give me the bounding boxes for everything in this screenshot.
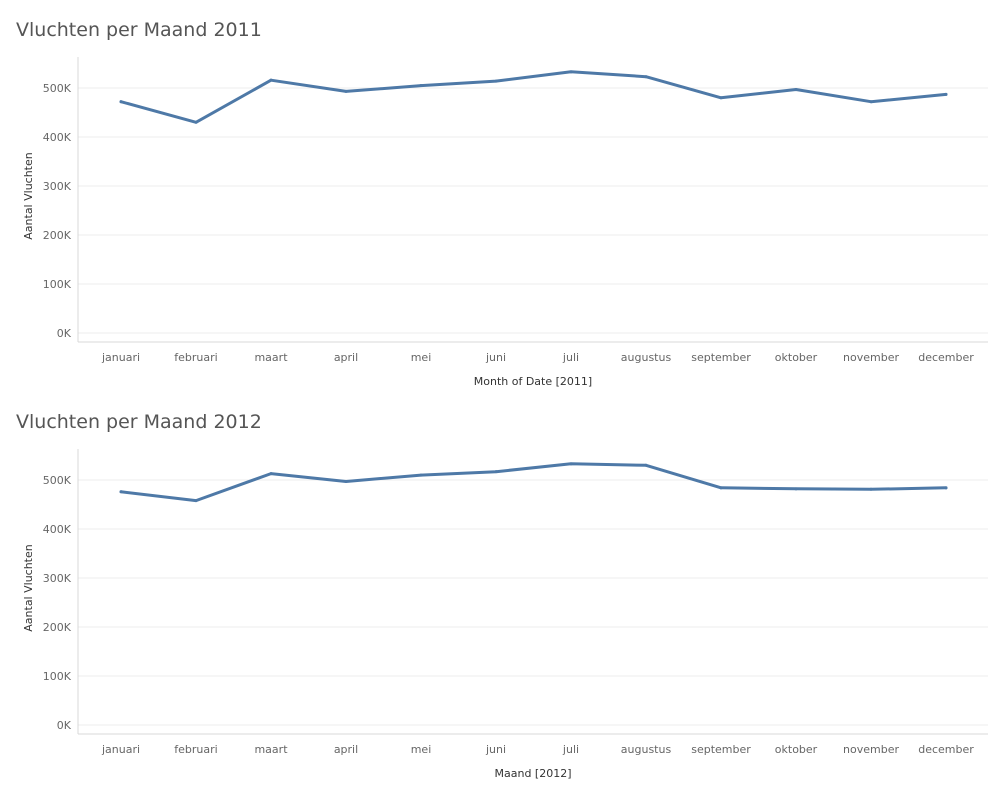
x-tick-label: mei: [411, 351, 432, 364]
data-point: [494, 79, 498, 83]
x-tick-label: december: [918, 743, 974, 756]
x-tick-label: juli: [562, 743, 579, 756]
series-line: [119, 462, 948, 503]
data-point: [569, 462, 573, 466]
data-point: [644, 463, 648, 467]
data-point: [269, 472, 273, 476]
data-point: [419, 84, 423, 88]
x-tick-label: juni: [485, 743, 506, 756]
y-tick-label: 0K: [57, 327, 72, 340]
y-tick-label: 200K: [43, 621, 72, 634]
data-point: [119, 100, 123, 104]
x-tick-label: januari: [101, 351, 140, 364]
data-point: [494, 470, 498, 474]
x-tick-label: maart: [254, 351, 288, 364]
data-point: [794, 87, 798, 91]
y-tick-label: 400K: [43, 523, 72, 536]
x-tick-label: januari: [101, 743, 140, 756]
data-point: [344, 89, 348, 93]
data-point: [119, 490, 123, 494]
x-tick-label: mei: [411, 743, 432, 756]
data-point: [269, 78, 273, 82]
chart-panel-2012: Vluchten per Maand 2012 0K 100K 200K 300K 40…: [0, 392, 1000, 784]
x-tick-label: februari: [174, 351, 217, 364]
y-tick-label: 100K: [43, 278, 72, 291]
x-tick-label: augustus: [621, 743, 672, 756]
y-tick-label: 100K: [43, 670, 72, 683]
y-tick-label: 0K: [57, 719, 72, 732]
data-point: [944, 486, 948, 490]
x-tick-label: april: [334, 351, 358, 364]
x-tick-label: november: [843, 351, 899, 364]
y-tick-label: 400K: [43, 131, 72, 144]
x-tick-label: oktober: [775, 743, 818, 756]
x-tick-label: juni: [485, 351, 506, 364]
y-tick-label: 300K: [43, 572, 72, 585]
y-tick-label: 500K: [43, 474, 72, 487]
data-point: [869, 487, 873, 491]
chart-panel-2011: Vluchten per Maand 2011 0K 100K 200K 300K 40…: [0, 0, 1000, 392]
data-point: [944, 92, 948, 96]
x-tick-label: november: [843, 743, 899, 756]
data-point: [794, 487, 798, 491]
y-tick-label: 500K: [43, 82, 72, 95]
y-tick-label: 300K: [43, 180, 72, 193]
x-tick-label: juli: [562, 351, 579, 364]
data-point: [344, 479, 348, 483]
line-chart-2012: 0K 100K 200K 300K 400K 500K januari februari maa…: [22, 449, 988, 780]
data-point: [869, 100, 873, 104]
data-point: [194, 120, 198, 124]
chart-title: Vluchten per Maand 2012: [16, 411, 262, 433]
data-point: [644, 75, 648, 79]
data-point: [719, 486, 723, 490]
y-axis-label: Aantal Vluchten: [22, 544, 35, 631]
data-point: [194, 499, 198, 503]
x-tick-label: september: [691, 743, 751, 756]
line-chart-2011: 0K 100K 200K 300K 400K 500K januari februari maa…: [22, 57, 988, 388]
x-tick-label: april: [334, 743, 358, 756]
x-tick-label: februari: [174, 743, 217, 756]
x-tick-label: september: [691, 351, 751, 364]
chart-title: Vluchten per Maand 2011: [16, 19, 262, 41]
data-point: [569, 70, 573, 74]
x-axis-label: Month of Date [2011]: [474, 375, 592, 388]
series-line: [119, 70, 948, 124]
x-tick-label: oktober: [775, 351, 818, 364]
x-axis-label: Maand [2012]: [495, 767, 572, 780]
x-tick-label: december: [918, 351, 974, 364]
y-axis-label: Aantal Vluchten: [22, 152, 35, 239]
x-tick-label: augustus: [621, 351, 672, 364]
data-point: [719, 96, 723, 100]
x-tick-label: maart: [254, 743, 288, 756]
y-tick-label: 200K: [43, 229, 72, 242]
data-point: [419, 473, 423, 477]
